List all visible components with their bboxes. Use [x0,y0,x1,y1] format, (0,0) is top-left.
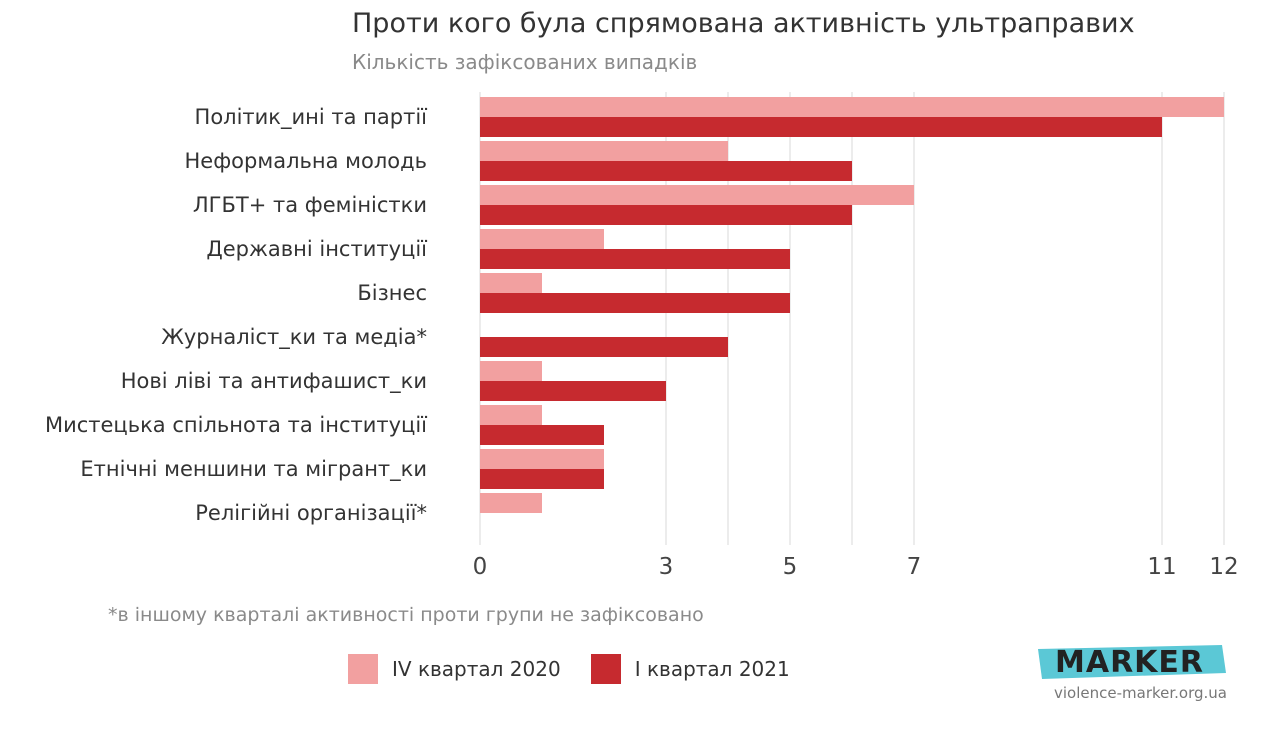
bar-2020 [480,185,914,205]
marker-logo-text: MARKER [1055,645,1205,680]
legend-label-2021: I квартал 2021 [634,657,790,681]
x-tick-label: 11 [1147,554,1176,580]
category-label: Нові ліві та антифашист_ки [121,369,427,394]
bar-2020 [480,141,728,161]
x-tick-label: 0 [473,554,488,580]
bar-chart: Політик_ині та партії Неформальна молодь Л… [45,92,1239,580]
category-label: Етнічні меншини та мігрант_ки [80,457,427,482]
category-label: Мистецька спільнота та інституції [45,413,427,437]
bar-2021 [480,381,666,401]
category-label: Політик_ині та партії [195,105,428,130]
chart-title: Проти кого була спрямована активність ул… [352,8,1135,39]
legend-swatch-2021 [590,654,621,684]
category-label: Державні інституції [206,237,427,261]
bar-2020 [480,449,604,469]
category-label: Неформальна молодь [185,149,427,173]
bar-2021 [480,469,604,489]
bar-2020 [480,405,542,425]
bar-2020 [480,493,542,513]
legend-swatch-2020 [348,654,378,684]
bar-2020 [480,273,542,293]
bar-2021 [480,425,604,445]
bar-2021 [480,337,728,357]
bar-2021 [480,161,852,181]
marker-logo-brush [1038,645,1226,679]
bar-2021 [480,205,852,225]
legend: IV квартал 2020 I квартал 2021 [348,654,820,684]
bar-2021 [480,117,1162,137]
x-tick-label: 12 [1209,554,1238,580]
bar-2021 [480,249,790,269]
x-tick-label: 3 [659,554,674,580]
bar-2021 [480,293,790,313]
bar-2020 [480,229,604,249]
legend-item-2020: IV квартал 2020 [348,654,561,684]
footnote: *в іншому кварталі активності проти груп… [108,604,704,626]
legend-item-2021: I квартал 2021 [590,654,790,684]
chart-subtitle: Кількість зафіксованих випадків [352,50,698,74]
category-label: Журналіст_ки та медіа* [161,325,427,350]
category-label: Бізнес [357,281,427,305]
legend-label-2020: IV квартал 2020 [392,657,561,681]
category-label: Релігійні організації* [195,501,427,525]
x-tick-label: 7 [907,554,922,580]
bar-2020 [480,97,1224,117]
bar-2020 [480,361,542,381]
x-tick-label: 5 [783,554,798,580]
category-label: ЛГБТ+ та феміністки [193,193,427,217]
website-link[interactable]: violence-marker.org.ua [1054,684,1227,702]
